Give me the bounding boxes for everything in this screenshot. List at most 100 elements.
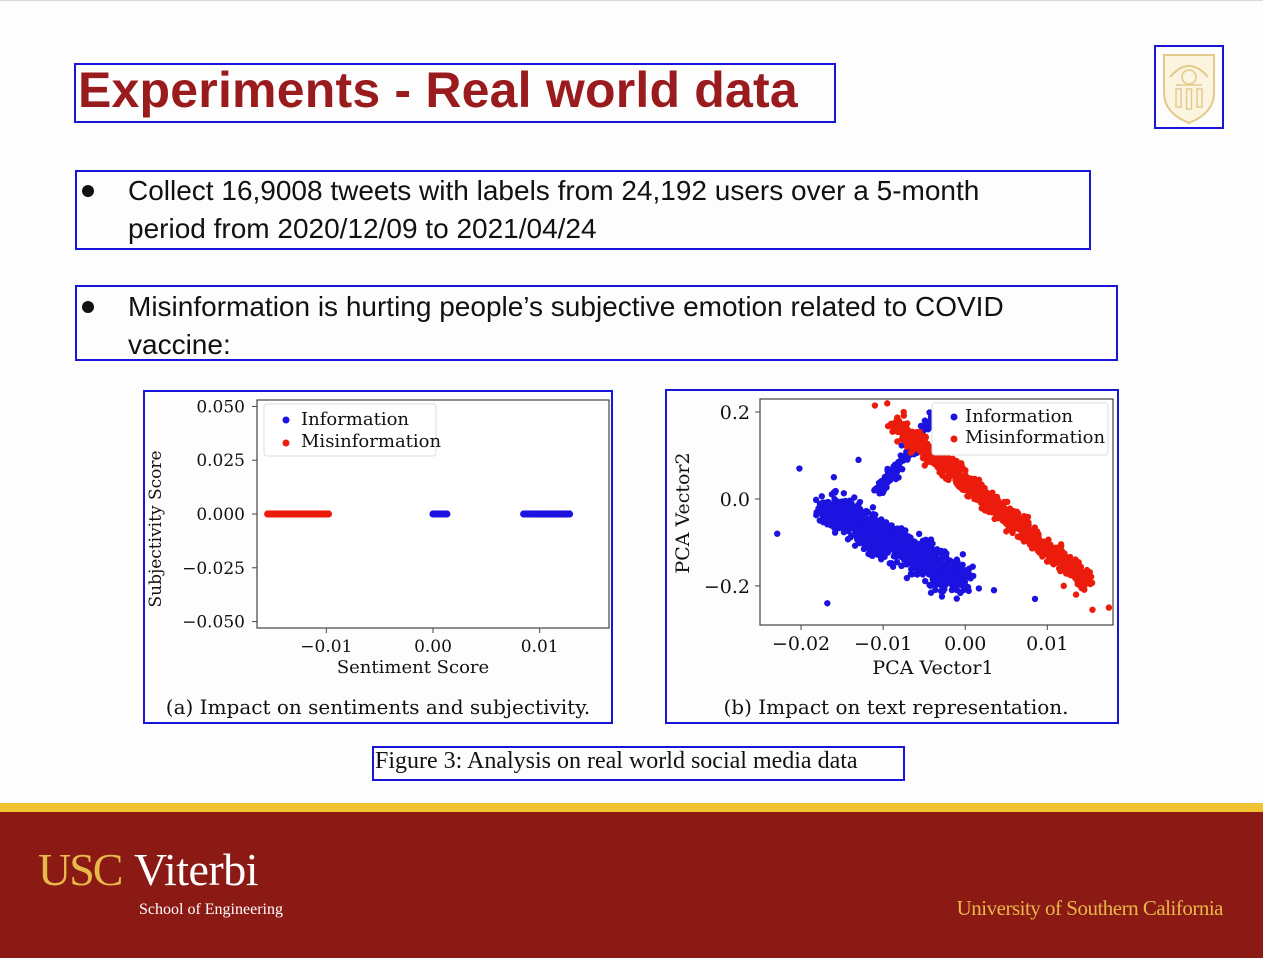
chart-a-box: −0.01 0.00 0.01 0.050 0.025 0.000 −0.025 −0.050… — [143, 390, 613, 724]
chart-b-ylabel: PCA Vector2 — [672, 452, 694, 573]
chart-b-point — [929, 557, 936, 564]
chart-a-point — [324, 510, 333, 518]
chart-b-point — [890, 553, 898, 560]
chart-a-ytick-label: −0.050 — [182, 613, 245, 633]
chart-b-point — [872, 538, 880, 545]
chart-b-point — [928, 454, 936, 461]
chart-b-point — [900, 422, 907, 429]
chart-b-point — [899, 528, 907, 535]
school-of-engineering: School of Engineering — [139, 901, 283, 918]
chart-b-point — [1061, 561, 1068, 568]
chart-b-point — [1045, 536, 1052, 543]
chart-b-point — [1041, 541, 1048, 548]
chart-b-point — [1076, 569, 1084, 576]
chart-b-point — [943, 550, 950, 557]
chart-b-point — [900, 455, 907, 462]
figure-caption: Figure 3: Analysis on real world social … — [375, 748, 858, 774]
chart-b-point — [958, 462, 965, 469]
chart-b-point — [854, 510, 861, 517]
chart-b-point — [921, 434, 929, 442]
chart-b-point — [869, 552, 876, 559]
chart-b-point — [954, 580, 961, 588]
chart-a-legend-information: Information — [301, 409, 409, 430]
chart-b-point — [871, 402, 879, 409]
chart-b-point — [883, 549, 891, 556]
chart-b-xtick-label: −0.02 — [772, 633, 830, 655]
bullet-dot-icon — [82, 185, 94, 197]
chart-b-point — [952, 475, 960, 482]
chart-b-point — [858, 531, 865, 538]
chart-b-legend-misinformation: Misinformation — [965, 427, 1106, 448]
usc-wordmark: USC — [38, 844, 123, 895]
chart-b-point — [831, 495, 838, 503]
slide-title-box: Experiments - Real world data — [74, 62, 836, 123]
chart-b-point — [824, 600, 831, 607]
chart-b-point — [832, 487, 839, 495]
chart-b-point — [1032, 534, 1039, 542]
chart-b-xtick-label: −0.01 — [854, 633, 912, 655]
chart-b-point — [1088, 573, 1095, 580]
chart-b-point — [1001, 498, 1008, 506]
chart-b-point — [884, 479, 892, 486]
chart-a-legend: Information Misinformation — [263, 403, 442, 457]
chart-b-point — [885, 540, 893, 547]
chart-b-point — [1010, 512, 1017, 519]
chart-b-point — [847, 534, 854, 541]
chart-b-legend-information: Information — [965, 406, 1073, 427]
chart-b-point — [965, 493, 972, 500]
chart-b-point — [1077, 563, 1085, 571]
chart-b-point — [831, 507, 839, 515]
chart-b-point — [894, 538, 901, 545]
chart-b: −0.02 −0.01 0.00 0.01 0.2 0.0 −0.2 PCA Vector1… — [672, 398, 1114, 719]
chart-b-point — [894, 414, 901, 421]
chart-b-point — [851, 542, 859, 549]
chart-b-point — [1015, 522, 1023, 529]
chart-b-point — [921, 445, 929, 452]
chart-b-point — [947, 579, 954, 586]
chart-b-point — [861, 523, 868, 531]
chart-a-point — [443, 510, 451, 518]
chart-b-point — [906, 432, 914, 439]
chart-b-point — [889, 421, 897, 429]
chart-b-point — [830, 474, 838, 481]
chart-b-point — [898, 562, 906, 569]
chart-b-point — [873, 545, 880, 553]
chart-b-point — [877, 549, 885, 557]
chart-b-point — [995, 497, 1002, 505]
chart-b-point — [1054, 546, 1061, 554]
chart-b-point — [911, 542, 918, 549]
chart-b-point — [945, 572, 953, 580]
bullet-2-line-2: vaccine: — [128, 329, 231, 360]
chart-b-point — [900, 429, 908, 436]
chart-a-ytick-label: 0.000 — [196, 505, 245, 525]
chart-b-point — [940, 467, 947, 475]
chart-b-point — [1084, 577, 1091, 585]
bullet-1-line-2: period from 2020/12/09 to 2021/04/24 — [128, 213, 597, 244]
chart-b-point — [859, 514, 866, 521]
chart-b-point — [915, 568, 922, 575]
chart-b-point — [958, 475, 965, 482]
chart-b-xtick-label: 0.01 — [1026, 633, 1068, 655]
chart-b-point — [949, 455, 957, 463]
chart-b-point — [845, 520, 852, 527]
chart-b-point — [831, 529, 839, 536]
chart-b-point — [813, 509, 820, 516]
chart-b-point — [1061, 555, 1068, 562]
chart-b-caption: (b) Impact on text representation. — [723, 695, 1068, 719]
bullet-1: Collect 16,9008 tweets with labels from … — [75, 170, 1091, 250]
chart-b-point — [1089, 606, 1096, 613]
legend-marker-information — [950, 413, 958, 421]
usc-seal-logo — [1154, 45, 1224, 129]
chart-b-point — [948, 469, 956, 476]
legend-marker-misinformation — [282, 439, 290, 447]
chart-b-point — [932, 576, 939, 583]
chart-b-point — [888, 560, 895, 567]
chart-b-point — [938, 547, 945, 555]
chart-b-point — [882, 519, 890, 526]
chart-b-point — [975, 476, 983, 484]
legend-marker-information — [282, 416, 290, 424]
chart-b-point — [891, 461, 899, 468]
chart-b-point — [1051, 557, 1059, 565]
chart-b-point — [962, 467, 969, 474]
